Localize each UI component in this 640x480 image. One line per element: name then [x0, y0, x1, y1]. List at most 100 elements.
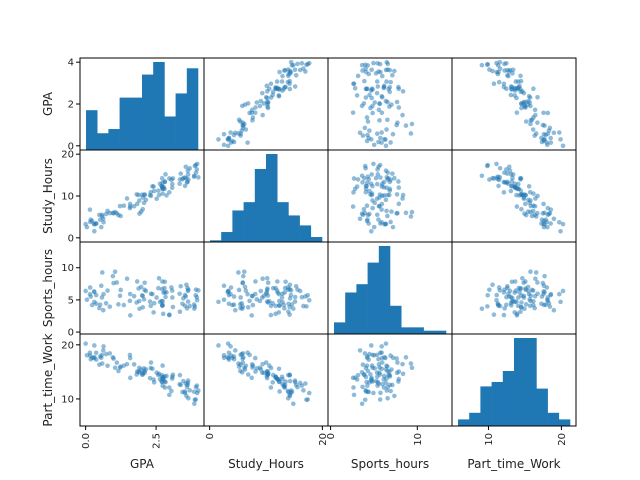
- scatter-point-3-2-39: [360, 362, 366, 367]
- hist-bar-part_time_work-0: [458, 419, 470, 426]
- scatter-point-3-1-55: [279, 374, 285, 380]
- panel-frame-3-2: [327, 333, 453, 427]
- scatter-point-2-3-76: [518, 286, 523, 292]
- scatter-point-1-2-77: [367, 211, 372, 217]
- scatter-point-3-1-89: [257, 365, 263, 371]
- scatter-point-1-2-93: [381, 179, 387, 185]
- scatter-point-1-2-59: [385, 213, 390, 219]
- scatter-point-0-3-67: [514, 110, 520, 115]
- scatter-point-1-0-88: [141, 200, 147, 206]
- scatter-point-1-3-76: [518, 175, 523, 181]
- scatter-point-3-1-90: [247, 352, 252, 358]
- hist-bar-gpa-5: [142, 74, 154, 150]
- scatter-point-1-3-35: [506, 164, 512, 170]
- scatter-point-0-3-36: [518, 73, 523, 79]
- scatter-point-1-2-99: [363, 183, 369, 189]
- scatter-point-3-2-10: [362, 351, 368, 356]
- scatter-point-1-0-96: [127, 201, 133, 207]
- scatter-point-2-3-68: [508, 294, 514, 300]
- scatter-point-1-0-69: [151, 188, 157, 194]
- scatter-point-1-0-98: [187, 165, 193, 171]
- hist-bar-gpa-3: [119, 97, 132, 150]
- scatter-point-3-2-76: [386, 373, 391, 378]
- scatter-point-1-0-19: [92, 228, 97, 234]
- scatter-point-1-0-41: [150, 184, 155, 189]
- hist-bar-part_time_work-7: [536, 388, 548, 426]
- scatter-point-2-1-59: [236, 287, 242, 293]
- scatter-point-2-3-23: [527, 303, 533, 309]
- scatter-point-0-1-22: [295, 61, 300, 67]
- scatter-point-1-3-80: [535, 210, 540, 216]
- scatter-point-0-2-91: [387, 67, 393, 73]
- scatter-point-1-0-68: [163, 172, 168, 177]
- panel-frame-3-3: [451, 333, 577, 427]
- scatter-point-3-1-71: [226, 350, 232, 356]
- hist-bar-study_hours-8: [299, 225, 312, 242]
- scatter-point-2-0-65: [160, 302, 165, 308]
- scatter-point-3-1-76: [287, 373, 293, 378]
- scatter-point-2-0-76: [159, 286, 165, 292]
- hist-bar-sports_hours-4: [378, 246, 391, 334]
- hist-bar-part_time_work-8: [547, 412, 560, 426]
- scatter-point-1-2-64: [396, 201, 402, 207]
- scatter-point-3-1-96: [252, 355, 258, 361]
- y-axis-label-part_time_work: Part_time_Work: [41, 333, 55, 426]
- scatter-point-2-0-60: [98, 283, 104, 289]
- scatter-point-2-1-74: [277, 298, 282, 304]
- scatter-point-3-2-65: [365, 383, 370, 388]
- scatter-point-1-3-79: [532, 203, 538, 209]
- hist-bar-gpa-9: [186, 68, 199, 150]
- scatter-point-0-3-56: [533, 112, 538, 118]
- x-tick-label-part_time_work-1: 20: [557, 433, 568, 446]
- scatter-point-0-2-38: [377, 118, 382, 123]
- scatter-point-1-2-41: [379, 184, 385, 189]
- scatter-point-2-0-23: [148, 303, 154, 309]
- scatter-point-0-1-83: [291, 62, 296, 68]
- scatter-point-0-1-99: [277, 69, 282, 75]
- scatter-point-1-3-48: [531, 191, 536, 196]
- scatter-point-1-2-94: [371, 224, 377, 230]
- scatter-point-2-3-78: [514, 311, 520, 317]
- scatter-point-1-3-28: [505, 171, 510, 176]
- scatter-point-0-2-59: [385, 117, 390, 123]
- scatter-point-1-2-7: [408, 214, 414, 219]
- scatter-point-0-2-49: [383, 137, 388, 142]
- scatter-point-0-3-64: [523, 105, 528, 110]
- scatter-point-2-0-38: [117, 293, 123, 299]
- scatter-point-2-1-60: [221, 283, 227, 289]
- scatter-point-1-2-28: [390, 171, 395, 176]
- hist-bar-study_hours-5: [266, 154, 278, 242]
- scatter-point-2-3-58: [485, 292, 490, 298]
- scatter-point-2-1-96: [252, 291, 258, 297]
- scatter-point-2-1-73: [231, 302, 237, 308]
- scatter-point-1-2-72: [409, 209, 415, 215]
- scatter-point-1-2-96: [379, 201, 385, 207]
- scatter-point-0-3-18: [551, 130, 557, 136]
- scatter-point-2-1-56: [260, 276, 265, 281]
- scatter-point-2-3-31: [494, 297, 499, 303]
- scatter-point-1-2-23: [363, 189, 369, 195]
- scatter-point-0-1-64: [253, 105, 258, 110]
- scatter-point-3-2-96: [379, 355, 385, 361]
- scatter-point-3-0-36: [177, 372, 183, 378]
- scatter-point-2-0-27: [156, 285, 161, 291]
- scatter-point-3-0-64: [134, 369, 140, 374]
- scatter-point-2-1-41: [276, 291, 282, 297]
- scatter-point-1-0-48: [160, 191, 165, 196]
- scatter-point-2-3-74: [509, 298, 515, 304]
- scatter-point-2-0-29: [89, 302, 95, 308]
- scatter-point-3-0-66: [101, 344, 106, 349]
- scatter-point-2-3-56: [533, 276, 538, 281]
- scatter-point-2-1-68: [292, 294, 298, 300]
- scatter-point-0-3-26: [512, 93, 517, 98]
- scatter-point-2-3-39: [532, 305, 537, 311]
- scatter-point-1-0-75: [182, 175, 188, 180]
- scatter-point-1-3-84: [535, 193, 540, 199]
- scatter-point-2-0-86: [169, 285, 174, 290]
- scatter-point-3-1-48: [266, 363, 272, 368]
- scatter-point-2-1-94: [221, 297, 227, 303]
- hist-bar-study_hours-2: [232, 210, 244, 242]
- scatter-point-1-2-95: [394, 192, 400, 197]
- scatter-point-2-3-99: [496, 303, 501, 309]
- scatter-point-0-2-39: [360, 133, 366, 138]
